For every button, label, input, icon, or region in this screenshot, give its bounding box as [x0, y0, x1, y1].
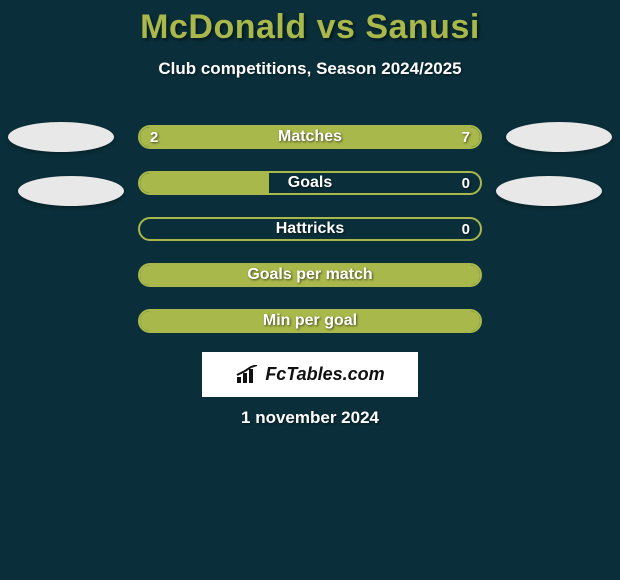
player1-logo-placeholder-bottom: [18, 176, 124, 206]
stat-bar-goals-per-match: Goals per match: [138, 263, 482, 287]
stat-bar-matches: Matches2 7: [138, 125, 482, 149]
logo-text: FcTables.com: [265, 364, 384, 385]
stat-label: Goals: [140, 173, 480, 193]
stat-bar-min-per-goal: Min per goal: [138, 309, 482, 333]
stat-bar-goals: Goals0: [138, 171, 482, 195]
chart-icon: [235, 365, 261, 385]
stat-label: Goals per match: [140, 265, 480, 285]
player2-logo-placeholder-bottom: [496, 176, 602, 206]
stat-value-right: 0: [462, 219, 470, 239]
player1-logo-placeholder-top: [8, 122, 114, 152]
player2-logo-placeholder-top: [506, 122, 612, 152]
stat-value-left: 2: [150, 127, 158, 147]
stat-value-right: 0: [462, 173, 470, 193]
stat-value-right: 7: [462, 127, 470, 147]
fctables-logo[interactable]: FcTables.com: [202, 352, 418, 397]
stat-label: Matches: [140, 127, 480, 147]
date-label: 1 november 2024: [0, 408, 620, 428]
stat-label: Min per goal: [140, 311, 480, 331]
stat-bar-hattricks: Hattricks0: [138, 217, 482, 241]
comparison-title: McDonald vs Sanusi: [0, 0, 620, 47]
comparison-subtitle: Club competitions, Season 2024/2025: [0, 59, 620, 79]
stats-bars-area: Matches27Goals0Hattricks0Goals per match…: [138, 125, 482, 355]
stat-label: Hattricks: [140, 219, 480, 239]
